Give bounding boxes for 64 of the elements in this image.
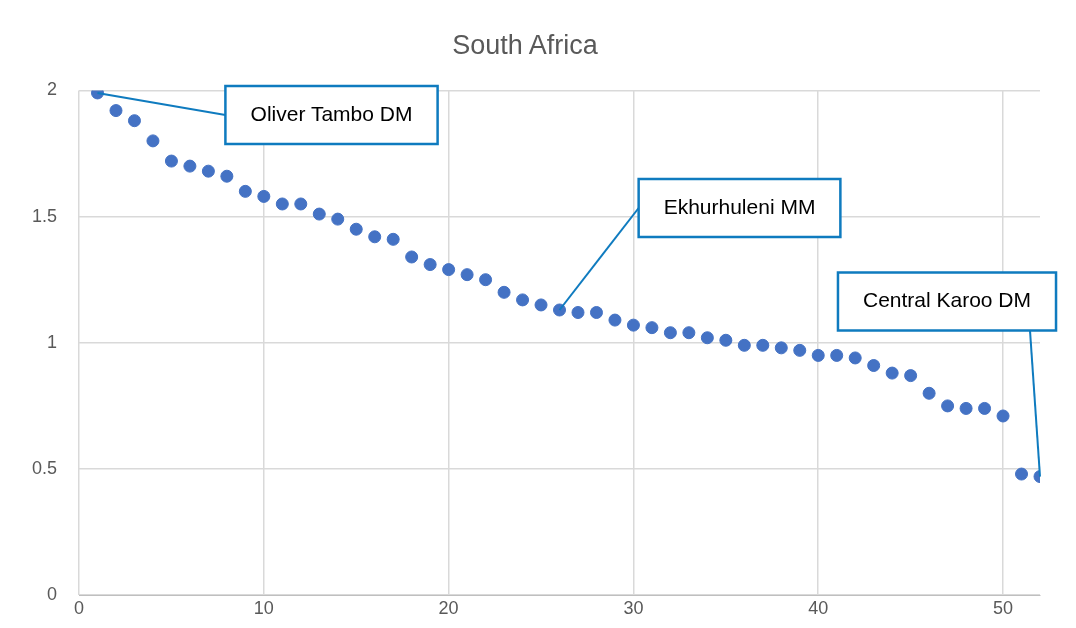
point — [238, 184, 252, 198]
point — [885, 366, 899, 380]
point — [830, 348, 844, 362]
point — [294, 197, 308, 211]
point — [201, 164, 215, 178]
point — [978, 401, 992, 415]
x-tick-label: 40 — [808, 597, 829, 618]
point — [331, 212, 345, 226]
annotation: Central Karoo DM — [862, 288, 1032, 312]
point — [460, 268, 474, 282]
point — [663, 326, 677, 340]
point — [220, 169, 234, 183]
point — [386, 232, 400, 246]
point — [516, 293, 530, 307]
point — [793, 343, 807, 357]
x-tick-label: 10 — [253, 597, 274, 618]
point — [368, 230, 382, 244]
annotation: Oliver Tambo DM — [250, 101, 413, 125]
point — [756, 338, 770, 352]
point — [109, 104, 123, 118]
point — [164, 154, 178, 168]
point — [589, 306, 603, 320]
x-tick-label: 20 — [438, 597, 459, 618]
x-tick-label: 30 — [623, 597, 644, 618]
point — [571, 306, 585, 320]
point — [774, 341, 788, 355]
point — [737, 338, 751, 352]
y-tick-label: 1 — [47, 331, 58, 352]
point — [867, 359, 881, 373]
point — [1015, 467, 1029, 481]
y-tick-label: 0.5 — [31, 457, 58, 478]
point — [275, 197, 289, 211]
point — [312, 207, 326, 221]
point — [127, 114, 141, 128]
point — [626, 318, 640, 332]
point — [811, 348, 825, 362]
point — [534, 298, 548, 312]
point — [442, 263, 456, 277]
point — [608, 313, 622, 327]
point — [257, 189, 271, 203]
point — [719, 333, 733, 347]
point — [497, 285, 511, 299]
point — [146, 134, 160, 148]
point — [941, 399, 955, 413]
point — [996, 409, 1010, 423]
point — [645, 321, 659, 335]
point — [848, 351, 862, 365]
y-tick-label: 0 — [47, 584, 58, 605]
x-tick-label: 0 — [74, 597, 85, 618]
y-tick-label: 2 — [47, 79, 58, 100]
point — [479, 273, 493, 287]
point — [183, 159, 197, 173]
chart-title: South Africa — [452, 29, 599, 60]
point — [405, 250, 419, 264]
x-tick-label: 50 — [993, 597, 1014, 618]
point — [700, 331, 714, 345]
y-tick-label: 1.5 — [31, 205, 58, 226]
point — [423, 258, 437, 272]
point — [349, 222, 363, 236]
point — [922, 386, 936, 400]
point — [682, 326, 696, 340]
annotation: Ekhurhuleni MM — [663, 194, 816, 218]
point — [904, 369, 918, 383]
point — [959, 401, 973, 415]
